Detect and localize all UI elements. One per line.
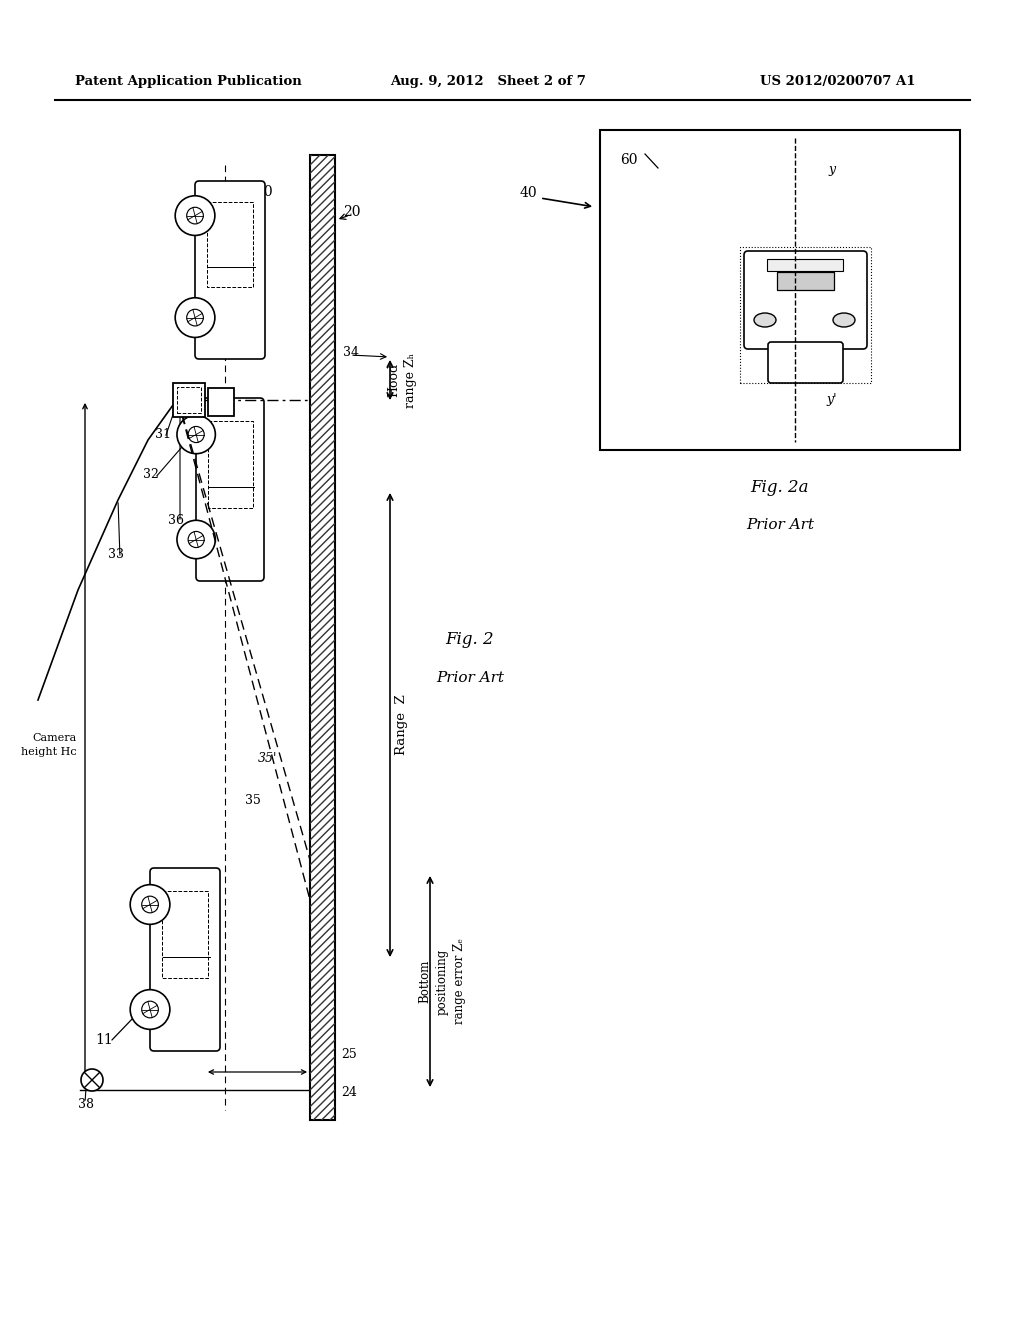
Text: 10: 10 <box>255 185 272 199</box>
Bar <box>833 255 861 345</box>
Circle shape <box>141 896 159 913</box>
Circle shape <box>188 426 204 442</box>
FancyBboxPatch shape <box>744 251 867 348</box>
Circle shape <box>186 207 204 224</box>
FancyBboxPatch shape <box>196 399 264 581</box>
Text: 20: 20 <box>343 205 360 219</box>
Bar <box>208 388 234 416</box>
Bar <box>177 387 201 413</box>
Circle shape <box>177 520 215 558</box>
FancyBboxPatch shape <box>150 869 220 1051</box>
Bar <box>767 259 843 271</box>
Text: 36: 36 <box>168 513 184 527</box>
FancyBboxPatch shape <box>768 342 843 383</box>
Text: Prior Art: Prior Art <box>746 517 814 532</box>
Text: 32: 32 <box>143 469 159 482</box>
Circle shape <box>186 309 204 326</box>
Text: 35': 35' <box>258 751 278 764</box>
Text: Fig. 2a: Fig. 2a <box>751 479 809 496</box>
Text: 33: 33 <box>108 549 124 561</box>
Text: Aug. 9, 2012   Sheet 2 of 7: Aug. 9, 2012 Sheet 2 of 7 <box>390 75 586 88</box>
Text: 34: 34 <box>343 346 359 359</box>
Circle shape <box>188 532 204 548</box>
Text: Range  Z: Range Z <box>395 694 409 755</box>
Circle shape <box>81 1069 103 1092</box>
Text: 31: 31 <box>155 429 171 441</box>
Text: Hood
range Zₕ: Hood range Zₕ <box>387 352 417 408</box>
Circle shape <box>141 1001 159 1018</box>
Text: Patent Application Publication: Patent Application Publication <box>75 75 302 88</box>
Circle shape <box>177 416 215 454</box>
Text: 24: 24 <box>341 1085 357 1098</box>
Text: US 2012/0200707 A1: US 2012/0200707 A1 <box>760 75 915 88</box>
Bar <box>777 272 834 290</box>
Bar <box>600 129 961 450</box>
Circle shape <box>175 195 215 235</box>
Text: 11: 11 <box>95 1034 113 1047</box>
FancyBboxPatch shape <box>195 181 265 359</box>
Text: y: y <box>828 164 836 177</box>
Text: 38: 38 <box>78 1098 94 1111</box>
Circle shape <box>175 298 215 338</box>
Text: Bottom
positioning
range error Zₑ: Bottom positioning range error Zₑ <box>419 939 466 1024</box>
Bar <box>310 154 335 1119</box>
Bar <box>310 154 335 1119</box>
Text: 25: 25 <box>341 1048 356 1061</box>
Circle shape <box>130 884 170 924</box>
Text: Camera
height Hᴄ: Camera height Hᴄ <box>22 733 77 756</box>
Text: Fig. 2: Fig. 2 <box>445 631 495 648</box>
Text: 35: 35 <box>245 793 261 807</box>
Bar <box>740 247 871 383</box>
Text: y': y' <box>826 393 838 407</box>
Text: 60: 60 <box>620 153 638 168</box>
Circle shape <box>130 990 170 1030</box>
Text: Prior Art: Prior Art <box>436 671 504 685</box>
Ellipse shape <box>833 313 855 327</box>
Bar <box>173 383 205 417</box>
Ellipse shape <box>754 313 776 327</box>
Text: 40: 40 <box>520 186 538 201</box>
